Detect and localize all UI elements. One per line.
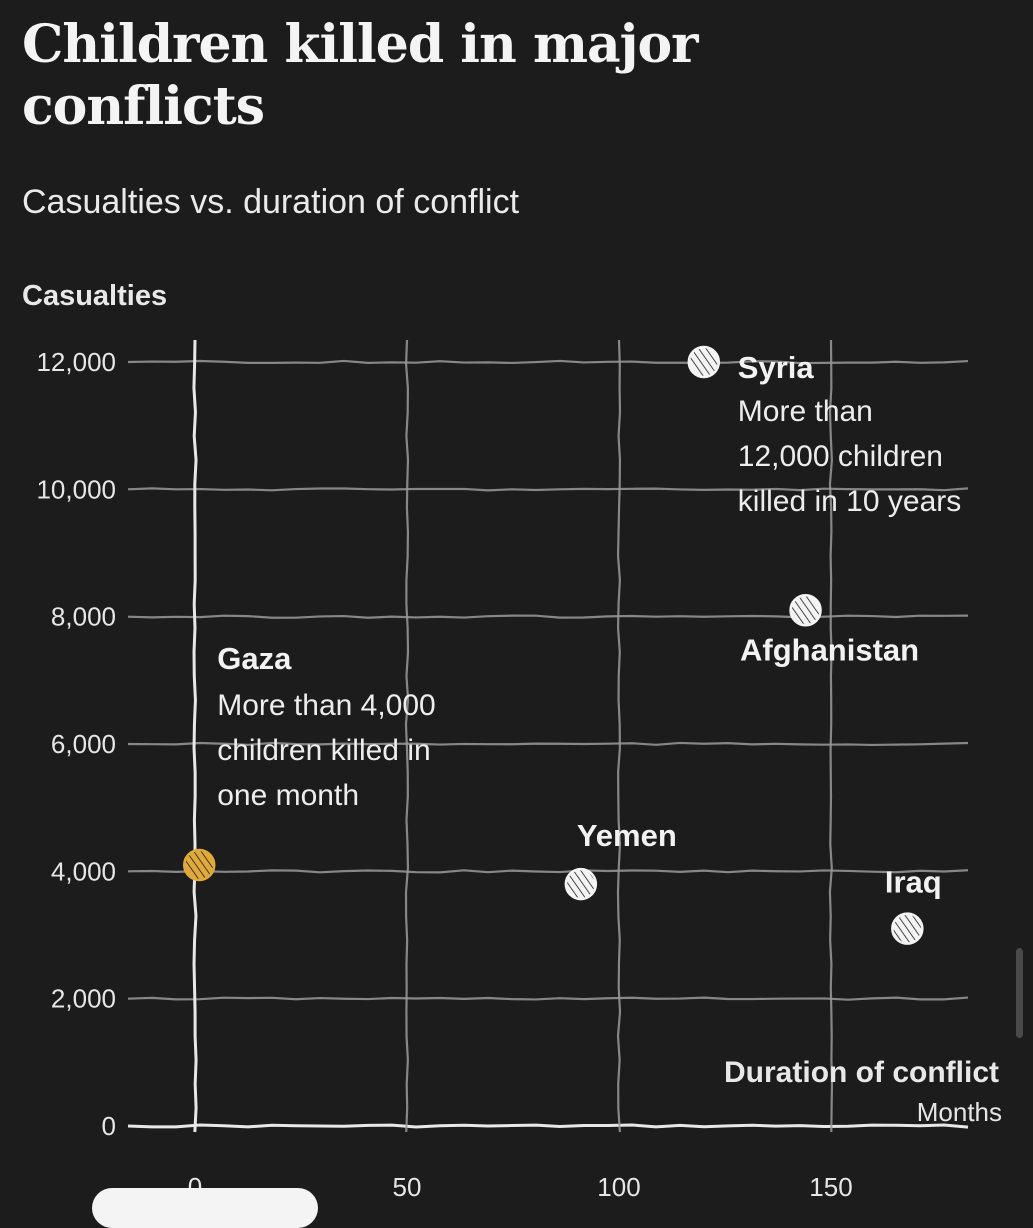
point-annotation-gaza: one month bbox=[217, 779, 359, 812]
data-points bbox=[182, 345, 924, 945]
y-gridline bbox=[127, 359, 969, 365]
point-annotation-gaza: children killed in bbox=[217, 734, 430, 767]
x-gridline bbox=[404, 339, 410, 1133]
y-gridline bbox=[127, 614, 969, 619]
data-point-syria[interactable] bbox=[687, 345, 721, 379]
x-axis-label: Duration of conflict bbox=[724, 1056, 999, 1089]
chart-title: Children killed in major conflicts bbox=[22, 14, 699, 137]
x-tick-label: 100 bbox=[597, 1172, 640, 1200]
y-tick-label: 0 bbox=[102, 1111, 116, 1141]
y-tick-label: 10,000 bbox=[36, 474, 116, 504]
y-gridline bbox=[127, 741, 969, 747]
y-gridline bbox=[127, 487, 969, 492]
y-axis-label: Casualties bbox=[22, 280, 168, 312]
x-gridline bbox=[828, 339, 834, 1133]
point-labels: Gaza More than 4,000 children killed in one… bbox=[217, 350, 961, 900]
data-point-dot[interactable] bbox=[687, 345, 721, 379]
point-label-yemen: Yemen bbox=[577, 818, 677, 853]
chart-subtitle: Casualties vs. duration of conflict bbox=[22, 183, 520, 221]
y-tick-label: 2,000 bbox=[51, 984, 116, 1014]
data-point-dot[interactable] bbox=[891, 912, 924, 945]
data-point-iraq[interactable] bbox=[891, 912, 924, 945]
data-point-afghanistan[interactable] bbox=[789, 594, 822, 627]
grid-layer bbox=[127, 339, 969, 1133]
point-label-iraq: Iraq bbox=[885, 865, 942, 900]
y-tick-label: 12,000 bbox=[36, 347, 116, 377]
x-tick-label: 150 bbox=[809, 1172, 852, 1200]
point-label-gaza: Gaza bbox=[217, 641, 292, 676]
data-point-yemen[interactable] bbox=[564, 867, 598, 901]
point-annotation-syria: More than bbox=[738, 395, 873, 428]
y-gridline bbox=[127, 996, 969, 1001]
data-point-dot[interactable] bbox=[789, 594, 822, 627]
x-axis-unit: Months bbox=[917, 1097, 1002, 1127]
y-tick-label: 8,000 bbox=[51, 602, 116, 632]
scrollbar-thumb[interactable] bbox=[1016, 948, 1023, 1038]
x-axis-baseline bbox=[127, 1123, 969, 1129]
y-axis-line bbox=[192, 339, 198, 1133]
point-annotation-gaza: More than 4,000 bbox=[217, 689, 435, 722]
data-point-gaza[interactable] bbox=[182, 848, 216, 882]
data-point-dot[interactable] bbox=[564, 867, 598, 901]
data-point-dot[interactable] bbox=[182, 848, 216, 882]
bottom-sheet-handle[interactable] bbox=[92, 1188, 318, 1228]
point-annotation-syria: 12,000 children bbox=[738, 440, 943, 473]
point-annotation-syria: killed in 10 years bbox=[738, 485, 961, 518]
x-tick-label: 50 bbox=[393, 1172, 422, 1200]
y-tick-label: 4,000 bbox=[51, 856, 116, 886]
point-label-afghanistan: Afghanistan bbox=[740, 632, 919, 667]
y-gridline bbox=[127, 869, 969, 874]
y-tick-label: 6,000 bbox=[51, 729, 116, 759]
y-tick-labels: 0 2,000 4,000 6,000 8,000 10,000 12,000 bbox=[36, 347, 116, 1141]
point-label-syria: Syria bbox=[738, 350, 815, 385]
x-gridline bbox=[616, 339, 622, 1133]
scatter-chart: 0 2,000 4,000 6,000 8,000 10,000 12,000 0 50 100… bbox=[36, 339, 1002, 1200]
